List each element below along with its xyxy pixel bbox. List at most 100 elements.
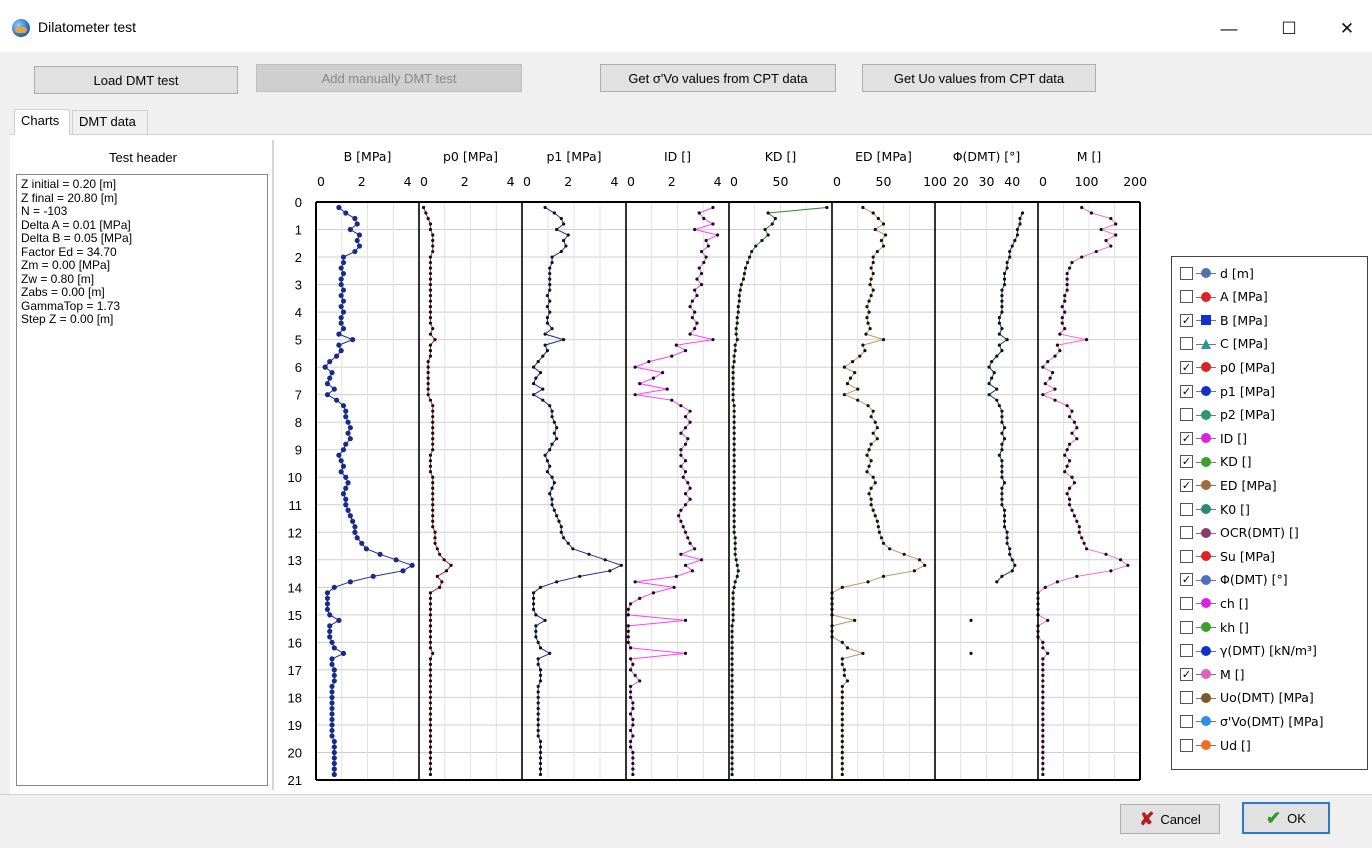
- splitter[interactable]: [272, 140, 274, 790]
- data-point: [343, 474, 349, 480]
- legend-item[interactable]: C [MPa]: [1180, 334, 1268, 354]
- data-point: [631, 706, 635, 711]
- data-point: [538, 679, 543, 683]
- legend-item[interactable]: ✓ KD []: [1180, 452, 1252, 472]
- legend-checkbox[interactable]: ✓: [1180, 573, 1193, 587]
- load-dmt-test-button[interactable]: Load DMT test: [34, 66, 238, 94]
- data-point: [545, 349, 550, 353]
- data-point: [536, 640, 540, 644]
- legend-item[interactable]: kh []: [1180, 617, 1249, 637]
- legend-checkbox[interactable]: [1180, 290, 1193, 304]
- header-line: N = -103: [21, 204, 68, 218]
- data-point: [1000, 470, 1004, 474]
- data-point: [628, 602, 633, 606]
- legend-checkbox[interactable]: ✓: [1180, 313, 1193, 327]
- legend-item[interactable]: γ(DMT) [kN/m³]: [1180, 641, 1317, 661]
- legend-item[interactable]: d [m]: [1180, 263, 1254, 283]
- legend-label: B [MPa]: [1220, 312, 1268, 328]
- get-svo-from-cpt-button[interactable]: Get σ'Vo values from CPT data: [600, 64, 836, 92]
- legend-checkbox[interactable]: ✓: [1180, 360, 1193, 374]
- legend-item[interactable]: ✓ p0 [MPa]: [1180, 357, 1275, 377]
- data-point: [1041, 640, 1045, 644]
- data-point: [848, 376, 853, 380]
- data-point: [734, 558, 738, 562]
- legend-item[interactable]: σ'Vo(DMT) [MPa]: [1180, 711, 1324, 731]
- maximize-button[interactable]: ☐: [1281, 19, 1297, 38]
- legend-item[interactable]: Uo(DMT) [MPa]: [1180, 688, 1314, 708]
- data-point: [840, 750, 844, 755]
- legend-checkbox[interactable]: [1180, 738, 1193, 752]
- track-title: p0 [MPa]: [443, 149, 498, 164]
- legend-checkbox[interactable]: ✓: [1180, 667, 1193, 681]
- header-line: Delta A = 0.01 [MPa]: [21, 217, 131, 232]
- legend-checkbox[interactable]: [1180, 266, 1193, 280]
- data-point: [1109, 244, 1113, 248]
- data-point: [702, 260, 706, 265]
- legend-checkbox[interactable]: [1180, 620, 1193, 634]
- legend-checkbox[interactable]: ✓: [1180, 455, 1193, 469]
- tab-dmt-data[interactable]: DMT data: [72, 110, 148, 134]
- data-point: [534, 376, 538, 380]
- legend-item[interactable]: Ud []: [1180, 735, 1251, 755]
- data-point: [347, 513, 353, 519]
- legend-checkbox[interactable]: [1180, 644, 1193, 658]
- legend-checkbox[interactable]: [1180, 408, 1193, 422]
- data-point: [548, 310, 552, 314]
- legend-item[interactable]: A [MPa]: [1180, 287, 1268, 307]
- legend-item[interactable]: ✓ M []: [1180, 664, 1245, 684]
- data-point: [545, 470, 550, 474]
- data-point: [538, 739, 543, 744]
- depth-tick-label: 20: [288, 745, 302, 760]
- data-point: [1000, 409, 1004, 413]
- data-point: [548, 464, 552, 468]
- data-point: [548, 282, 552, 287]
- data-point: [329, 639, 335, 645]
- get-uo-from-cpt-button[interactable]: Get Uo values from CPT data: [862, 64, 1096, 92]
- data-point: [1041, 772, 1045, 777]
- legend-item[interactable]: Su [MPa]: [1180, 546, 1275, 566]
- legend-checkbox[interactable]: ✓: [1180, 431, 1193, 445]
- data-point: [543, 453, 547, 457]
- legend-checkbox[interactable]: [1180, 549, 1193, 563]
- legend-item[interactable]: ✓ ID []: [1180, 428, 1247, 448]
- tab-charts[interactable]: Charts: [14, 109, 70, 135]
- data-point: [871, 255, 875, 259]
- data-point: [545, 321, 550, 325]
- legend-checkbox[interactable]: [1180, 714, 1193, 728]
- legend-item[interactable]: ✓ B [MPa]: [1180, 310, 1268, 330]
- data-point: [865, 470, 869, 474]
- legend-item[interactable]: OCR(DMT) []: [1180, 523, 1299, 543]
- add-manually-dmt-test-button[interactable]: Add manually DMT test: [256, 64, 522, 92]
- data-point: [1008, 249, 1012, 254]
- legend-item[interactable]: ch []: [1180, 593, 1249, 613]
- legend-item[interactable]: ✓ p1 [MPa]: [1180, 381, 1275, 401]
- data-point: [548, 299, 552, 303]
- legend-checkbox[interactable]: ✓: [1180, 478, 1193, 492]
- legend-item[interactable]: ✓ Φ(DMT) [°]: [1180, 570, 1288, 590]
- data-point: [548, 492, 552, 496]
- data-point: [1065, 277, 1069, 281]
- legend-checkbox[interactable]: [1180, 337, 1193, 351]
- data-point: [1067, 486, 1072, 490]
- legend-item[interactable]: ✓ ED [MPa]: [1180, 475, 1277, 495]
- legend-checkbox[interactable]: ✓: [1180, 384, 1193, 398]
- data-point: [1065, 404, 1069, 408]
- data-point: [426, 387, 430, 391]
- close-button[interactable]: ✕: [1339, 19, 1355, 38]
- legend-item[interactable]: p2 [MPa]: [1180, 405, 1275, 425]
- legend-checkbox[interactable]: [1180, 691, 1193, 705]
- legend-marker-icon: [1196, 620, 1216, 634]
- legend-checkbox[interactable]: [1180, 502, 1193, 516]
- data-point: [840, 690, 844, 694]
- legend-checkbox[interactable]: [1180, 596, 1193, 610]
- legend-checkbox[interactable]: [1180, 526, 1193, 540]
- data-point: [428, 684, 433, 689]
- x-tick-label: 50: [876, 174, 892, 189]
- cancel-button[interactable]: ✘ Cancel: [1120, 804, 1220, 834]
- legend-item[interactable]: K0 []: [1180, 499, 1250, 519]
- data-point: [1005, 541, 1009, 545]
- data-point: [338, 320, 344, 326]
- ok-button[interactable]: ✔ OK: [1242, 802, 1330, 834]
- data-point: [426, 371, 430, 375]
- minimize-button[interactable]: —: [1220, 19, 1238, 38]
